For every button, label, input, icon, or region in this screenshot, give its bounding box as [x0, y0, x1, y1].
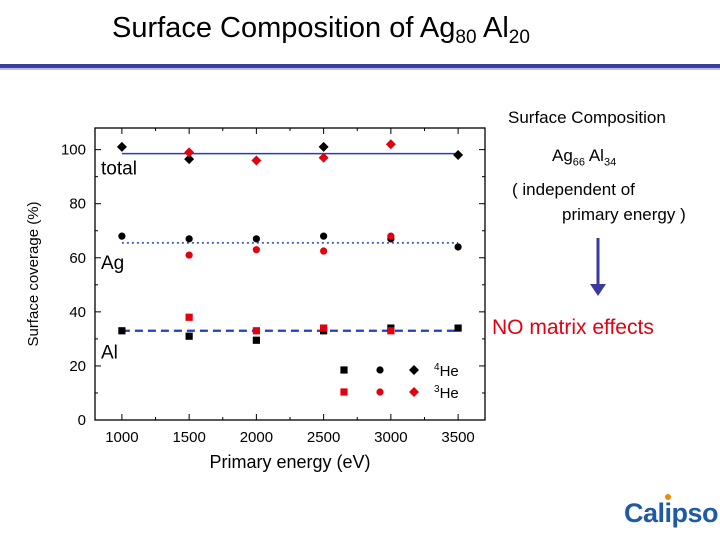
data-point-total [116, 141, 127, 152]
data-point-total [318, 141, 329, 152]
side-ag-subscript: 66 [572, 156, 586, 169]
side-ag: Ag [552, 146, 573, 165]
data-point-ag [118, 232, 126, 240]
y-tick-label: 80 [69, 196, 86, 213]
side-al: Al [585, 146, 604, 165]
data-point-ag [252, 235, 260, 243]
data-point-al [185, 313, 193, 321]
plot-frame [94, 127, 486, 421]
data-point-al [320, 324, 328, 332]
x-tick-label: 3500 [441, 429, 474, 446]
data-point-ag [320, 247, 328, 255]
x-tick-label: 1000 [105, 429, 138, 446]
title-ag-subscript: 80 [455, 27, 477, 48]
logo-dot [665, 494, 671, 500]
data-point-total [318, 152, 329, 163]
data-point-ag [387, 232, 395, 240]
data-point-ag [252, 246, 260, 254]
legend-marker [409, 387, 419, 397]
data-point-ag [185, 251, 193, 259]
side-al-subscript: 34 [603, 156, 617, 169]
data-point-al [387, 327, 395, 335]
x-tick-label: 1500 [172, 429, 205, 446]
data-point-al [185, 332, 193, 340]
y-tick-label: 100 [61, 142, 86, 159]
data-point-ag [320, 232, 328, 240]
legend-label: 4He [434, 362, 459, 380]
side-heading: Surface Composition [508, 108, 666, 127]
y-tick-label: 0 [78, 412, 86, 429]
legend-label: 3He [434, 384, 459, 402]
y-tick-label: 40 [69, 304, 86, 321]
group-label-al: Al [101, 342, 118, 363]
legend-marker [340, 366, 348, 374]
data-point-total [385, 139, 396, 150]
data-point-total [453, 150, 464, 161]
legend-marker [376, 388, 384, 396]
side-note-line2: primary energy ) [562, 205, 686, 224]
data-point-ag [185, 235, 193, 243]
title-ag: Ag [419, 12, 456, 44]
slide-title: Surface Composition of Ag80 Al20 [112, 12, 530, 49]
x-axis-label: Primary energy (eV) [209, 452, 370, 472]
group-label-ag: Ag [101, 253, 124, 274]
data-point-al [118, 327, 126, 335]
legend-marker [376, 366, 384, 374]
data-point-total [184, 154, 195, 165]
group-label-total: total [101, 159, 137, 180]
y-tick-label: 20 [69, 358, 86, 375]
legend-marker [340, 388, 348, 396]
side-note-line1: ( independent of [512, 180, 635, 199]
data-point-al [454, 324, 462, 332]
title-underline [0, 64, 720, 68]
legend-marker [409, 365, 419, 375]
data-point-al [252, 336, 260, 344]
y-axis-label: Surface coverage (%) [25, 201, 42, 346]
down-arrow-icon [590, 238, 606, 296]
no-matrix-effects-note: NO matrix effects [492, 316, 654, 339]
calipso-logo: Calipso [624, 494, 719, 529]
data-point-total [251, 155, 262, 166]
x-tick-label: 3000 [374, 429, 407, 446]
title-al-subscript: 20 [508, 27, 530, 48]
data-point-total [184, 147, 195, 158]
title-text: Surface Composition of [112, 12, 420, 44]
side-composition: Ag66 Al34 [552, 146, 616, 168]
title-underline-shadow [0, 68, 720, 70]
y-tick-label: 60 [69, 250, 86, 267]
x-tick-label: 2500 [307, 429, 340, 446]
x-tick-label: 2000 [240, 429, 273, 446]
data-point-ag [454, 243, 462, 251]
data-point-al [252, 327, 260, 335]
title-al: Al [476, 12, 509, 44]
